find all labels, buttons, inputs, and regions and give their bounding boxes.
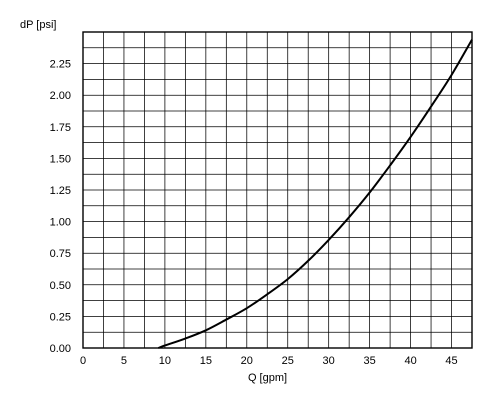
x-tick-label: 45 — [445, 355, 457, 367]
x-axis-title: Q [gpm] — [248, 372, 287, 384]
y-tick-label: 0.00 — [50, 343, 71, 355]
x-tick-label: 35 — [364, 355, 376, 367]
series-layer — [157, 39, 473, 349]
x-tick-label: 5 — [121, 355, 127, 367]
x-tick-label: 20 — [241, 355, 253, 367]
grid — [82, 31, 473, 349]
y-tick-label: 2.25 — [50, 59, 71, 71]
plot-area-frame — [82, 31, 473, 349]
x-tick-label: 0 — [80, 355, 86, 367]
y-tick-label: 1.25 — [50, 185, 71, 197]
x-tick-label: 40 — [404, 355, 416, 367]
x-tick-label: 30 — [323, 355, 335, 367]
y-tick-label: 1.75 — [50, 122, 71, 134]
x-tick-label: 10 — [159, 355, 171, 367]
x-axis-tick-labels: 0 5 10 15 20 25 30 35 40 45 — [80, 355, 458, 367]
y-tick-label: 0.50 — [50, 280, 71, 292]
y-tick-label: 0.25 — [50, 311, 71, 323]
y-axis-tick-labels: 0.00 0.25 0.50 0.75 1.00 1.25 1.50 1.75 2.00 2.25 — [50, 59, 71, 355]
y-axis-title: dP [psi] — [20, 19, 57, 31]
y-tick-label: 1.00 — [50, 217, 71, 229]
y-tick-label: 0.75 — [50, 248, 71, 260]
x-tick-label: 25 — [282, 355, 294, 367]
x-tick-label: 15 — [200, 355, 212, 367]
y-tick-label: 2.00 — [50, 90, 71, 102]
series-line — [157, 39, 473, 349]
y-tick-label: 1.50 — [50, 153, 71, 165]
